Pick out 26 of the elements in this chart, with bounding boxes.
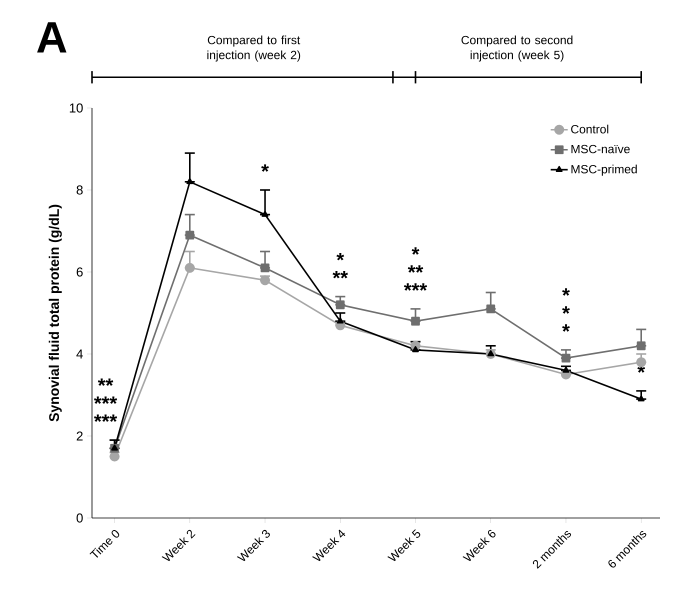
annotation: *** (94, 414, 118, 422)
y-tick-label: 8 (76, 185, 83, 195)
y-tick-label: 10 (70, 103, 83, 113)
y-tick-label: 6 (76, 267, 83, 277)
y-tick-label: 4 (76, 350, 83, 358)
legend-label: Control (571, 124, 608, 134)
y-tick-label: 2 (76, 431, 83, 441)
legend-label: MSC-primed (571, 164, 637, 176)
annotation: ** (98, 378, 114, 386)
annotation: * (412, 247, 420, 255)
y-tick-label: 0 (76, 513, 83, 523)
text: Compared to first injection (week 2) (207, 36, 300, 62)
annotation: * (336, 253, 344, 260)
annotation: ** (332, 271, 348, 278)
legend-label: MSC-naïve (571, 144, 630, 154)
text: A (37, 22, 66, 52)
text: Compared to second injection (week 5) (462, 36, 572, 62)
annotation: * (562, 306, 570, 314)
x-tick-label: Time 0 (90, 530, 120, 558)
annotation: * (562, 288, 570, 296)
annotation: * (261, 164, 269, 172)
annotation: *** (94, 396, 118, 404)
annotation: *** (404, 283, 428, 291)
y-axis-title: Synovial fluid total protein (g/dL) (48, 204, 62, 422)
annotation: * (562, 324, 570, 332)
annotation: ** (408, 265, 424, 273)
